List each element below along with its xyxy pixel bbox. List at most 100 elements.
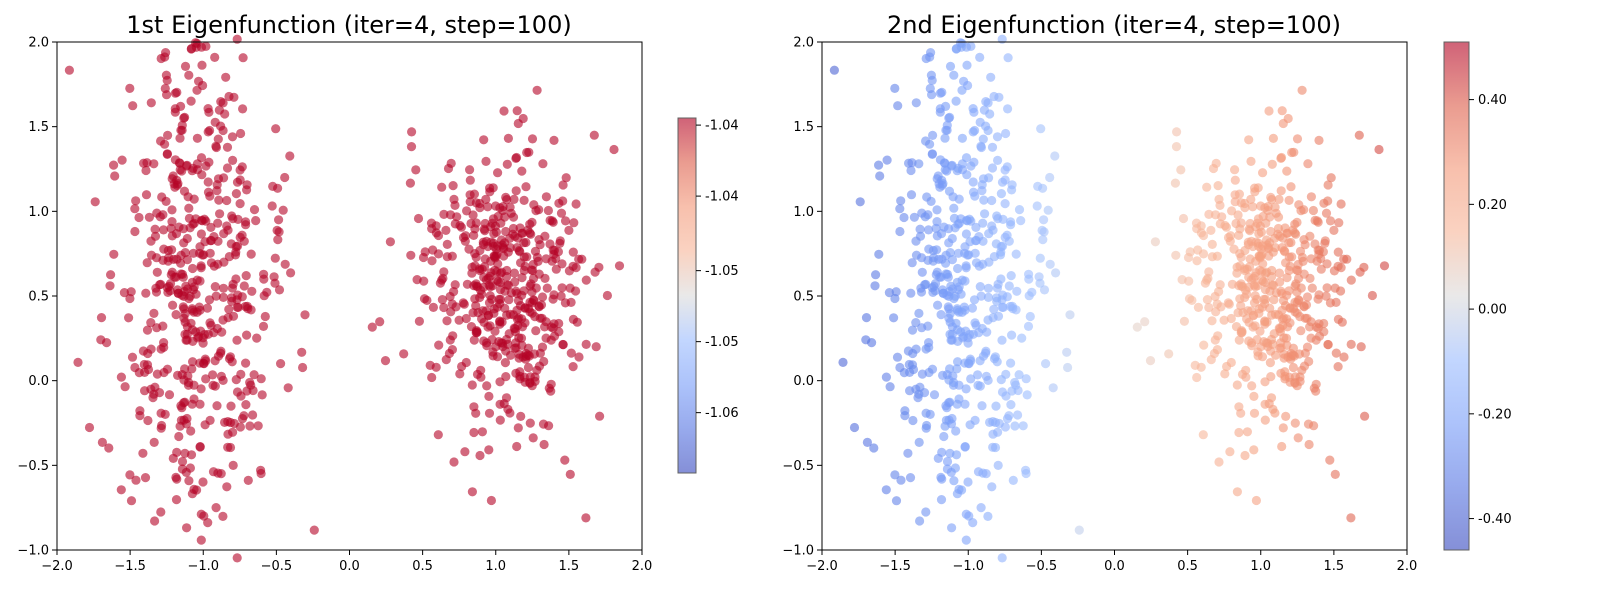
scatter-point xyxy=(151,287,162,297)
scatter-point xyxy=(165,279,176,289)
scatter-point xyxy=(224,252,234,262)
scatter-point xyxy=(117,155,127,165)
scatter-point xyxy=(465,190,475,200)
scatter-point xyxy=(513,423,523,433)
scatter-point xyxy=(1172,127,1182,137)
scatter-point xyxy=(1230,197,1240,207)
scatter-point xyxy=(1299,361,1310,371)
scatter-point xyxy=(915,516,925,526)
scatter-point xyxy=(1294,349,1304,359)
scatter-point xyxy=(119,288,129,298)
scatter-point xyxy=(568,247,578,257)
scatter-point xyxy=(1290,418,1300,428)
scatter-point xyxy=(1291,279,1301,289)
scatter-point xyxy=(1208,163,1219,174)
scatter-point xyxy=(1333,247,1343,257)
scatter-point xyxy=(1212,251,1222,261)
scatter-point xyxy=(1236,252,1246,262)
scatter-point xyxy=(1339,352,1349,362)
scatter-point xyxy=(90,197,100,207)
scatter-point xyxy=(936,310,946,320)
scatter-point xyxy=(146,98,156,108)
scatter-point xyxy=(1277,243,1287,253)
scatter-point xyxy=(500,358,510,368)
scatter-point xyxy=(874,160,884,170)
scatter-point xyxy=(1280,371,1290,381)
scatter-point xyxy=(968,518,978,528)
scatter-point xyxy=(1204,302,1214,313)
scatter-point xyxy=(104,443,114,453)
scatter-point xyxy=(185,463,195,473)
scatter-point xyxy=(904,359,914,370)
scatter-point xyxy=(925,409,935,419)
scatter-point xyxy=(1292,134,1303,144)
scatter-point xyxy=(140,473,151,483)
scatter-point xyxy=(141,165,151,176)
scatter-point xyxy=(1023,321,1034,331)
scatter-point xyxy=(222,195,232,206)
scatter-point xyxy=(194,76,204,86)
scatter-point xyxy=(1247,341,1257,351)
scatter-point xyxy=(1171,142,1182,152)
scatter-point xyxy=(558,180,568,190)
scatter-point xyxy=(968,177,978,187)
scatter-point xyxy=(252,333,262,343)
scatter-point xyxy=(992,293,1002,303)
scatter-point xyxy=(557,283,567,293)
scatter-point xyxy=(164,390,175,400)
colorbar-1: -1.04 -1.04 -1.05 -1.05 -1.06 xyxy=(677,117,739,474)
scatter-point xyxy=(241,271,251,281)
scatter-point xyxy=(1303,419,1314,429)
scatter-point xyxy=(1245,218,1255,229)
scatter-point xyxy=(985,417,995,427)
scatter-point xyxy=(542,283,552,293)
scatter-point xyxy=(1192,372,1202,383)
x-tick-label: 0.0 xyxy=(1104,559,1125,574)
scatter-point xyxy=(231,242,241,252)
scatter-point xyxy=(1346,513,1356,523)
scatter-point xyxy=(1283,228,1293,238)
scatter-point xyxy=(142,325,153,335)
scatter-point xyxy=(503,247,513,257)
scatter-point xyxy=(427,256,437,266)
scatter-point xyxy=(1325,298,1335,308)
scatter-point xyxy=(543,205,554,216)
scatter-point xyxy=(981,348,991,358)
eigenfunction-1-panel: 1st Eigenfunction (iter=4, step=100) −2.… xyxy=(17,11,738,574)
scatter-point xyxy=(940,421,950,431)
scatter-point xyxy=(519,195,529,205)
scatter-point xyxy=(516,411,526,421)
scatter-point xyxy=(906,288,916,298)
scatter-point xyxy=(558,340,568,350)
scatter-point xyxy=(962,250,973,260)
scatter-point xyxy=(978,236,988,246)
scatter-point xyxy=(1253,183,1263,193)
scatter-point xyxy=(1002,292,1012,302)
scatter-point xyxy=(976,503,986,513)
scatter-point xyxy=(956,289,966,299)
scatter-point xyxy=(952,399,962,409)
scatter-point xyxy=(468,308,478,318)
scatter-point xyxy=(149,308,159,318)
scatter-point xyxy=(961,229,972,239)
scatter-point xyxy=(179,186,190,196)
scatter-point xyxy=(895,204,905,214)
scatter-point xyxy=(215,209,225,219)
scatter-point xyxy=(967,303,978,313)
scatter-point xyxy=(274,215,284,225)
scatter-point xyxy=(954,282,964,292)
scatter-point xyxy=(267,201,277,211)
scatter-point xyxy=(469,427,479,438)
scatter-point xyxy=(906,190,917,200)
scatter-point xyxy=(905,367,915,377)
scatter-point xyxy=(1008,304,1018,314)
scatter-point xyxy=(1250,291,1260,301)
colorbar-tick-label: -0.40 xyxy=(1478,512,1512,527)
scatter-point xyxy=(256,374,266,384)
scatter-point xyxy=(1240,245,1250,256)
scatter-point xyxy=(1184,294,1195,304)
scatter-point xyxy=(519,265,529,276)
scatter-point xyxy=(130,362,140,373)
scatter-point xyxy=(411,165,421,175)
scatter-point xyxy=(861,313,872,323)
